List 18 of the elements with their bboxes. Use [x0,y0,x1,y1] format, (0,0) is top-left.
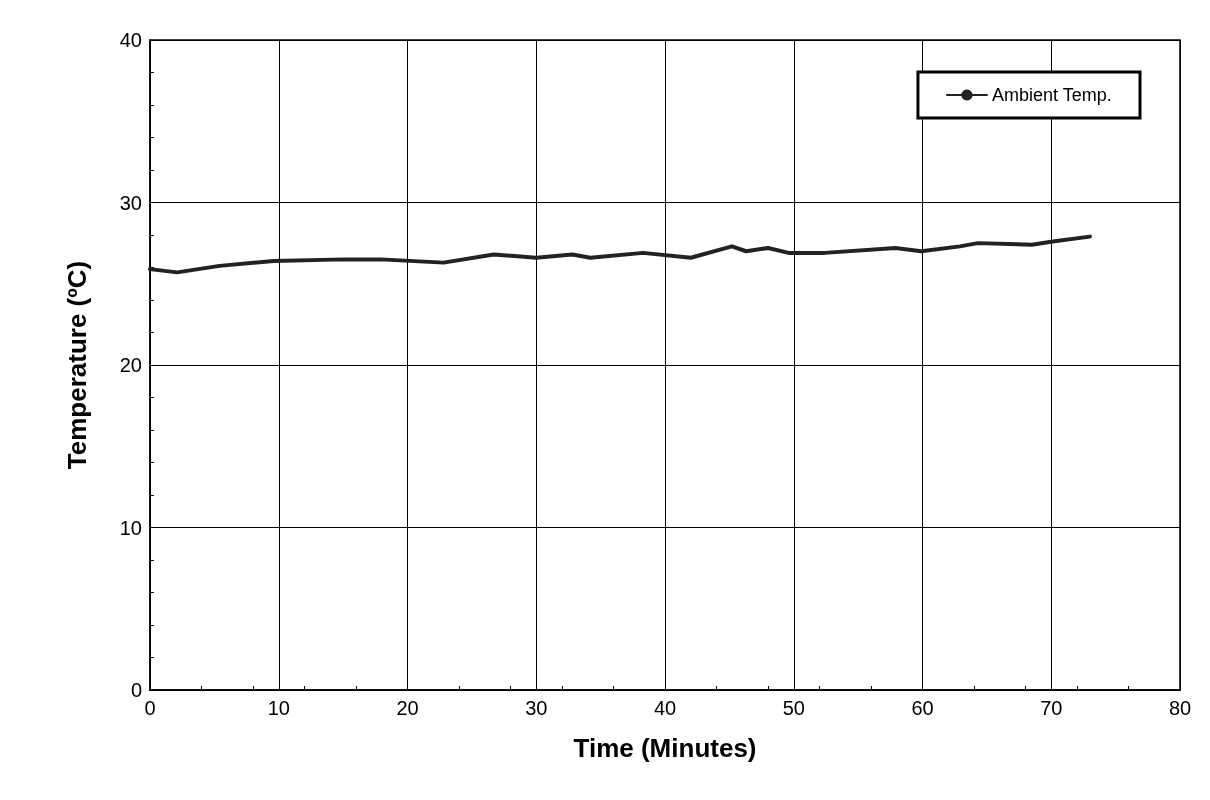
y-tick-label: 20 [119,354,142,376]
x-tick-label: 60 [911,697,934,719]
y-tick-label: 0 [130,679,142,701]
x-tick-label: 10 [267,697,290,719]
y-axis-title: Temperature (ºC) [62,260,92,470]
legend-label: Ambient Temp. [991,85,1112,105]
x-tick-label: 30 [525,697,548,719]
x-tick-label: 80 [1168,697,1192,719]
line-series [148,234,1092,275]
x-tick-label: 70 [1040,697,1063,719]
x-tick-label: 0 [144,697,156,719]
y-tick-label: 10 [119,516,142,539]
x-tick-label: 50 [782,697,805,719]
y-tick-label: 30 [119,191,142,214]
y-tick-label: 40 [119,29,142,51]
x-tick-label: 40 [653,697,677,719]
x-tick-label: 20 [396,697,419,719]
x-axis-title: Time (Minutes) [573,733,757,763]
